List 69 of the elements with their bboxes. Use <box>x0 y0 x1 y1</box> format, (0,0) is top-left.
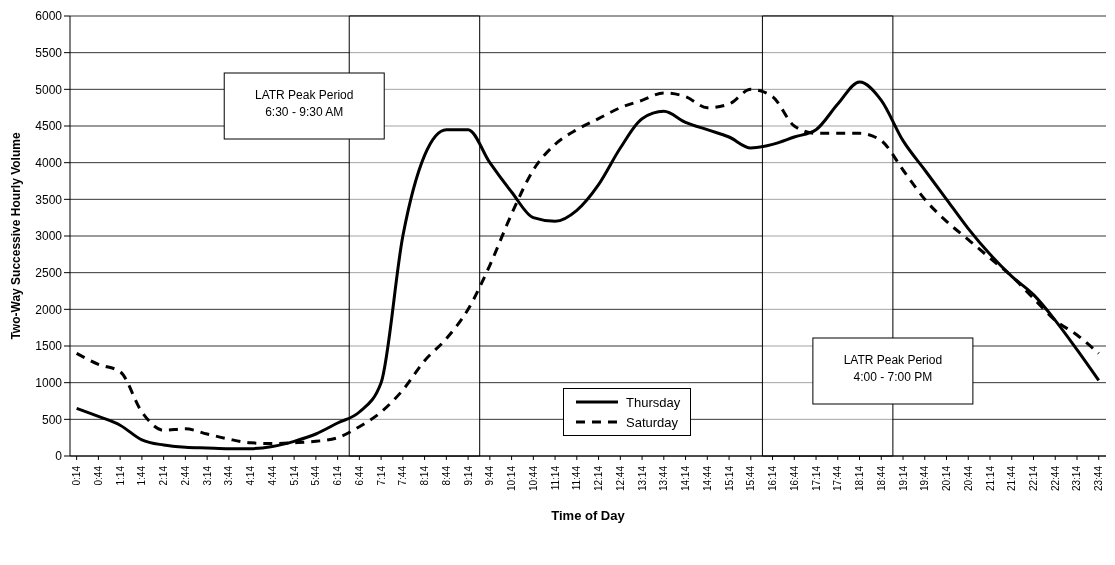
y-tick-label: 0 <box>55 449 63 464</box>
x-tick-label: 12:14 <box>593 465 605 492</box>
x-tick-label: 4:14 <box>245 465 257 486</box>
band-label: LATR Peak Period 4:00 - 7:00 PM <box>843 353 943 384</box>
x-tick-label: 11:14 <box>549 465 561 491</box>
x-tick-label: 19:14 <box>897 465 909 492</box>
y-tick-label: 4500 <box>35 119 63 134</box>
x-tick-label: 5:14 <box>288 465 300 486</box>
x-tick-label: 19:44 <box>919 465 931 492</box>
y-tick-label: 3000 <box>35 229 63 244</box>
y-tick-label: 2500 <box>35 265 63 280</box>
x-tick-label: 23:44 <box>1093 465 1105 492</box>
y-tick-label: 6000 <box>35 9 63 24</box>
x-tick-label: 10:44 <box>527 465 539 492</box>
x-tick-label: 4:44 <box>266 465 278 486</box>
x-tick-label: 15:44 <box>745 465 757 492</box>
y-axis-title: Two-Way Successive Hourly Volume <box>9 132 24 340</box>
x-tick-label: 9:14 <box>462 465 474 486</box>
x-tick-label: 11:44 <box>571 465 583 491</box>
callout-box: LATR Peak Period 6:30 - 9:30 AM <box>223 72 385 140</box>
x-tick-label: 2:44 <box>179 465 191 486</box>
legend-label: Saturday <box>626 414 679 430</box>
x-tick-label: 7:44 <box>397 465 409 486</box>
y-tick-label: 5000 <box>35 82 63 97</box>
x-tick-label: 8:14 <box>419 465 431 486</box>
x-tick-label: 23:14 <box>1071 465 1083 492</box>
band-label: LATR Peak Period 6:30 - 9:30 AM <box>254 88 354 119</box>
legend-label: Thursday <box>626 394 681 410</box>
y-tick-label: 1000 <box>35 375 63 390</box>
y-tick-label: 1500 <box>35 339 63 354</box>
x-tick-label: 5:44 <box>310 465 322 486</box>
x-tick-label: 20:44 <box>962 465 974 492</box>
callout-box: LATR Peak Period 4:00 - 7:00 PM <box>812 337 974 405</box>
x-tick-label: 0:14 <box>71 465 83 486</box>
x-tick-label: 13:14 <box>636 465 648 492</box>
x-tick-label: 16:44 <box>788 465 800 492</box>
x-tick-label: 6:14 <box>332 465 344 486</box>
x-tick-label: 2:14 <box>158 465 170 486</box>
x-tick-label: 17:14 <box>810 465 822 492</box>
x-tick-label: 15:14 <box>723 465 735 492</box>
x-tick-label: 18:44 <box>875 465 887 492</box>
y-tick-label: 3500 <box>35 192 63 207</box>
x-tick-label: 22:14 <box>1028 465 1039 492</box>
x-tick-label: 14:14 <box>680 465 692 492</box>
x-tick-label: 3:14 <box>201 465 213 486</box>
x-tick-label: 0:44 <box>92 465 104 486</box>
x-tick-label: 17:44 <box>832 465 844 492</box>
y-tick-label: 2000 <box>35 302 63 317</box>
x-tick-label: 1:14 <box>114 465 126 486</box>
x-tick-label: 1:44 <box>136 465 148 486</box>
x-tick-label: 6:44 <box>353 465 365 486</box>
x-tick-label: 9:44 <box>484 465 496 486</box>
y-tick-label: 500 <box>41 412 63 427</box>
x-tick-label: 21:44 <box>1006 465 1018 492</box>
x-tick-label: 22:44 <box>1049 465 1061 492</box>
y-tick-label: 5500 <box>35 45 63 60</box>
x-tick-label: 21:14 <box>984 465 996 492</box>
x-tick-label: 3:44 <box>223 465 235 486</box>
x-tick-label: 13:44 <box>658 465 670 492</box>
y-tick-label: 4000 <box>35 155 63 170</box>
x-tick-label: 10:14 <box>506 465 518 492</box>
x-tick-label: 12:44 <box>614 465 626 492</box>
x-tick-label: 18:14 <box>854 465 866 492</box>
x-tick-label: 16:14 <box>767 465 779 492</box>
x-axis-title: Time of Day <box>551 508 626 523</box>
x-tick-label: 20:14 <box>941 465 953 492</box>
x-tick-label: 7:14 <box>375 465 387 486</box>
x-tick-label: 8:44 <box>440 465 452 486</box>
x-tick-label: 14:44 <box>701 465 713 492</box>
